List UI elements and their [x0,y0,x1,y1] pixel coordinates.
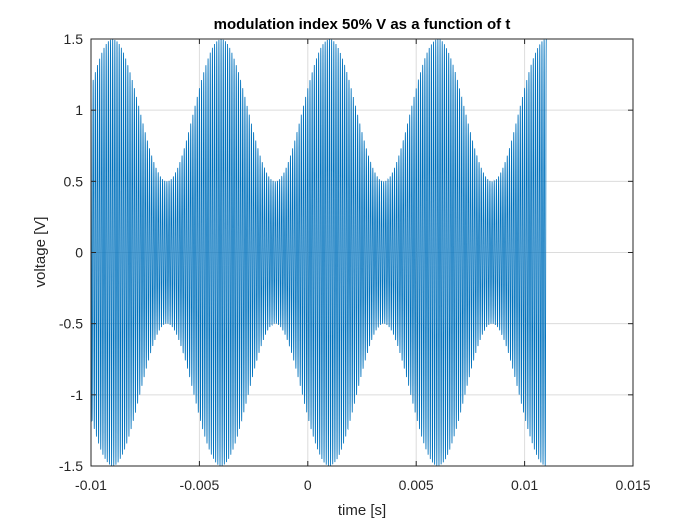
series-line [90,38,547,466]
x-tick-label: 0.005 [399,477,434,493]
x-tick-label: 0 [304,477,312,493]
y-tick-label: -0.5 [59,316,83,332]
y-axis-label: voltage [V] [32,217,49,288]
chart-title: modulation index 50% V as a function of … [214,16,511,33]
x-tick-label: -0.01 [75,477,107,493]
x-tick-label: 0.01 [511,477,538,493]
y-tick-label: 0 [75,245,83,261]
ticks: -0.01 -0.005 0 0.005 0.01 0.015 -1.5 -1 -0.5 0 0.5… [59,31,651,493]
x-axis-label: time [s] [338,502,386,519]
y-tick-label: -1.5 [59,458,83,474]
x-tick-label: 0.015 [615,477,650,493]
y-tick-label: 0.5 [64,173,84,189]
y-tick-label: -1 [71,387,84,403]
y-tick-label: 1 [75,102,83,118]
series-group [90,38,547,466]
x-tick-label: -0.005 [180,477,220,493]
y-tick-label: 1.5 [64,31,84,47]
